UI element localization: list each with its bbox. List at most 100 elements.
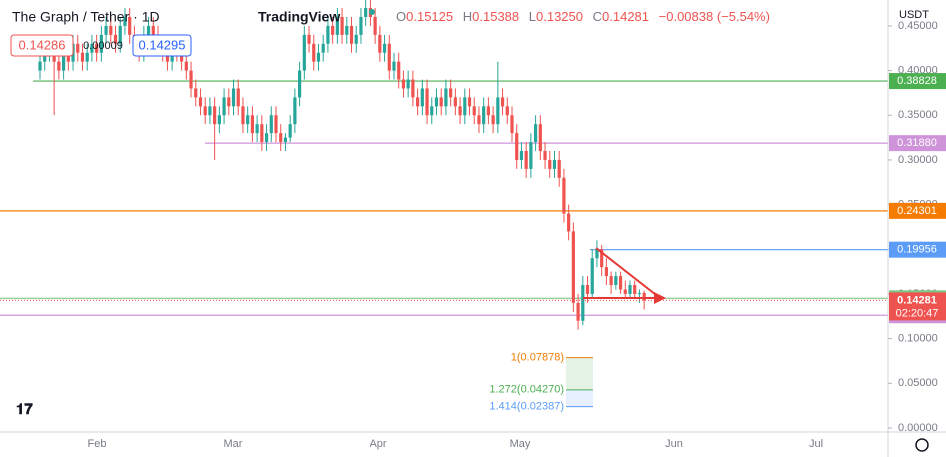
candle-body: [345, 25, 349, 35]
buy-box[interactable]: [132, 34, 192, 57]
candle-body: [411, 79, 415, 98]
fib-label: 1.272(0.04270): [489, 384, 564, 396]
last-price-label: 0.14281: [897, 294, 937, 306]
candle-body: [293, 97, 297, 125]
y-tick-label: 0.00000: [898, 422, 938, 434]
candle-body: [604, 267, 608, 277]
candle-body: [128, 16, 132, 35]
candle-body: [90, 43, 94, 53]
x-tick-label: May: [510, 438, 531, 450]
candle-body: [189, 70, 193, 89]
settings-icon[interactable]: [915, 438, 929, 452]
candle-body: [57, 61, 61, 71]
candle-body: [477, 115, 481, 125]
level-price-tag: [889, 241, 946, 258]
candle-body: [609, 276, 613, 286]
candle-body: [246, 115, 250, 125]
x-tick-label: Mar: [224, 438, 243, 450]
h-label: H: [463, 9, 472, 24]
candle-body: [623, 289, 627, 294]
candle-body: [260, 124, 264, 143]
tv-logo[interactable]: 𝟏𝟕: [16, 401, 33, 418]
candle-body: [198, 97, 203, 107]
candle-body: [302, 34, 306, 71]
candle-body: [397, 61, 401, 80]
x-tick-label: Feb: [88, 438, 107, 450]
level-price-tag: [889, 73, 946, 90]
c-label: C: [593, 9, 602, 24]
candle-body: [151, 25, 155, 35]
candle-body: [364, 8, 368, 17]
candle-body: [62, 52, 66, 71]
currency: USDT: [899, 9, 929, 21]
level-price-label: 0.24301: [897, 205, 937, 217]
brand: TradingView: [258, 9, 340, 25]
candle-body: [382, 43, 387, 53]
candle-body: [637, 293, 642, 295]
candle-body: [118, 25, 122, 44]
candle-body: [472, 106, 476, 116]
fib-zone: [566, 389, 593, 407]
candle-body: [420, 88, 424, 107]
last-price-tag: [889, 292, 946, 321]
candle-body: [425, 88, 429, 116]
candle-body: [633, 285, 637, 294]
candle-body: [482, 106, 486, 125]
l-label: L: [529, 9, 536, 24]
candle-body: [486, 106, 490, 116]
candle-body: [227, 97, 231, 107]
y-tick-label: 0.05000: [898, 377, 938, 389]
buy-price: 0.14295: [139, 37, 186, 52]
candle-body: [213, 106, 217, 125]
x-tick-label: Jul: [809, 438, 823, 450]
candle-body: [184, 61, 188, 71]
candle-body: [340, 16, 344, 35]
candle-body: [453, 97, 457, 107]
sell-box[interactable]: [10, 34, 74, 57]
candle-body: [123, 16, 127, 26]
candle-body: [416, 97, 420, 107]
candle-body: [505, 106, 509, 116]
candle-body: [567, 213, 571, 232]
status-dot: [369, 9, 375, 15]
candle-body: [538, 124, 542, 151]
candle-body: [354, 34, 358, 44]
candle-body: [600, 249, 604, 268]
candle-body: [38, 61, 42, 71]
o-value: 0.15125: [406, 9, 453, 24]
candle-body: [80, 52, 85, 62]
candle-body: [255, 124, 259, 134]
candle-body: [326, 25, 330, 44]
sell-price: 0.14286: [19, 37, 66, 52]
candle-body: [571, 231, 575, 303]
y-tick-label: 0.45000: [898, 20, 938, 32]
candle-body: [66, 52, 70, 62]
candle-body: [146, 25, 151, 35]
candle-body: [430, 106, 434, 116]
level-price-tag: [889, 202, 946, 219]
candle-body: [236, 88, 240, 107]
candle-body: [491, 115, 495, 125]
x-tick-label: Jun: [665, 438, 683, 450]
level-price-label: 0.38828: [897, 75, 937, 87]
candle-body: [585, 285, 590, 294]
candle-body: [312, 43, 316, 62]
candle-body: [458, 106, 462, 116]
triangle-upper: [595, 247, 661, 299]
change: −0.00838 (−5.54%): [659, 9, 770, 24]
candle-body: [562, 177, 566, 214]
level-price-label: 0.19956: [897, 244, 937, 256]
l-value: 0.13250: [536, 9, 583, 24]
candle-body: [439, 97, 443, 107]
candle-body: [519, 150, 524, 160]
candle-body: [298, 70, 302, 98]
candle-body: [581, 285, 585, 321]
candle-body: [392, 61, 396, 71]
candle-body: [359, 16, 363, 35]
candle-body: [264, 133, 269, 143]
candle-body: [373, 16, 377, 35]
candle-body: [543, 150, 547, 160]
triangle-drawing: [583, 247, 666, 304]
candle-body: [618, 276, 623, 290]
